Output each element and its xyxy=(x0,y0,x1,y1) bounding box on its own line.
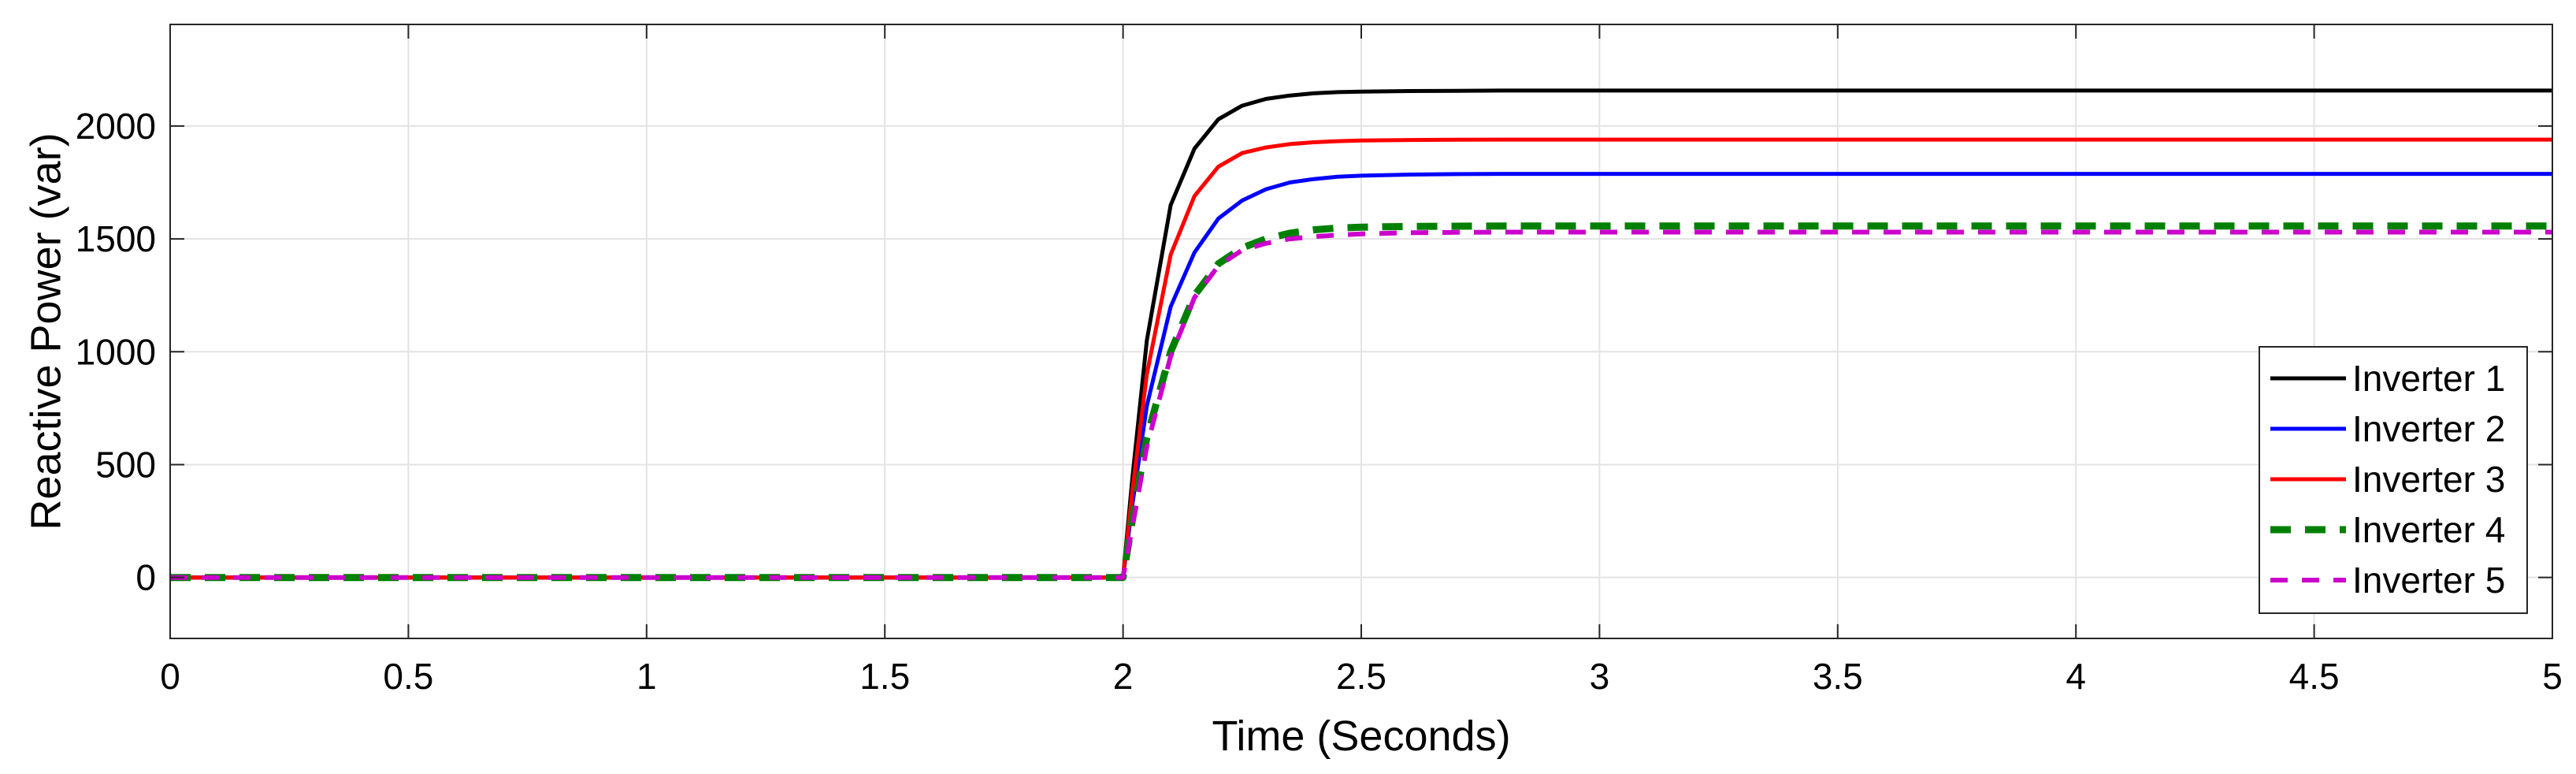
series-line-inverter-4 xyxy=(170,222,2552,582)
x-tick-label: 4 xyxy=(2066,656,2086,697)
series-line-inverter-2 xyxy=(170,172,2552,580)
y-tick-label: 2000 xyxy=(76,106,156,147)
legend-label-inverter-1: Inverter 1 xyxy=(2352,358,2505,399)
x-tick-label: 2 xyxy=(1113,656,1134,697)
legend-label-inverter-4: Inverter 4 xyxy=(2352,509,2505,550)
x-tick-label: 0 xyxy=(160,656,180,697)
x-tick-label: 1 xyxy=(637,656,657,697)
x-tick-label: 3 xyxy=(1590,656,1610,697)
y-tick-label: 500 xyxy=(95,444,156,485)
x-tick-label: 3.5 xyxy=(1813,656,1863,697)
x-tick-label: 1.5 xyxy=(859,656,910,697)
x-tick-label: 5 xyxy=(2542,656,2563,697)
series-group xyxy=(170,88,2552,582)
x-tick-label: 2.5 xyxy=(1336,656,1386,697)
y-tick-label: 1500 xyxy=(76,218,156,259)
grid xyxy=(169,24,2553,638)
x-tick-label: 0.5 xyxy=(383,656,433,697)
x-tick-label: 4.5 xyxy=(2289,656,2340,697)
series-line-inverter-3 xyxy=(170,137,2552,580)
y-tick-label: 1000 xyxy=(76,331,156,372)
y-axis-label: Reactive Power (var) xyxy=(22,132,69,530)
legend: Inverter 1 Inverter 2 Inverter 3 Inverter 4… xyxy=(2259,346,2528,614)
y-tick-label: 0 xyxy=(135,557,156,598)
legend-label-inverter-3: Inverter 3 xyxy=(2352,459,2505,500)
legend-label-inverter-5: Inverter 5 xyxy=(2352,560,2505,601)
tick-labels: 0 0.5 1 1.5 2 2.5 3 3.5 4 4.5 5 0 500 1000 1500 2000 xyxy=(76,106,2563,697)
series-line-inverter-5 xyxy=(170,229,2552,580)
x-axis-label: Time (Seconds) xyxy=(1212,713,1510,760)
legend-label-inverter-2: Inverter 2 xyxy=(2352,408,2505,449)
series-line-inverter-1 xyxy=(170,88,2552,580)
